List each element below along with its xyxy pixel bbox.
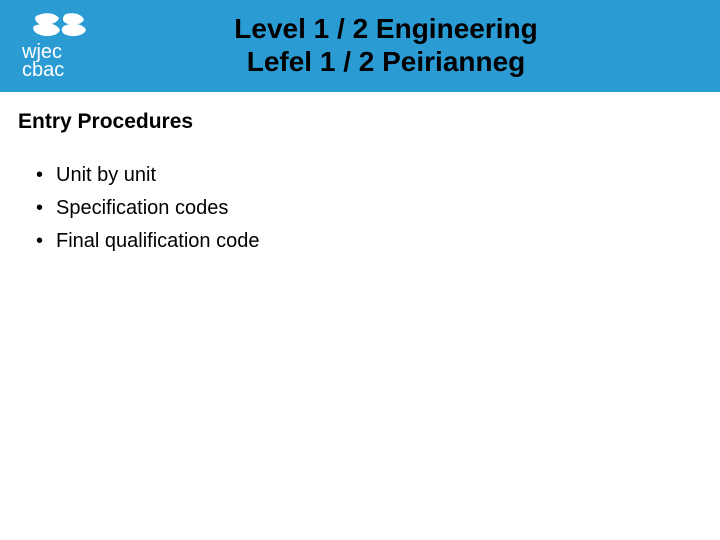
title-line-1: Level 1 / 2 Engineering bbox=[102, 12, 670, 45]
bullet-list: Unit by unit Specification codes Final q… bbox=[18, 162, 702, 255]
logo-svg: wjec cbac bbox=[14, 10, 92, 80]
logo-text-bottom: cbac bbox=[22, 59, 64, 80]
title-line-2: Lefel 1 / 2 Peirianneg bbox=[102, 45, 670, 78]
section-heading: Entry Procedures bbox=[18, 110, 702, 134]
slide: wjec cbac Level 1 / 2 Engineering Lefel … bbox=[0, 0, 720, 540]
header-bar: wjec cbac Level 1 / 2 Engineering Lefel … bbox=[0, 0, 720, 92]
wjec-cbac-logo: wjec cbac bbox=[14, 10, 92, 80]
list-item: Final qualification code bbox=[36, 228, 702, 255]
title-block: Level 1 / 2 Engineering Lefel 1 / 2 Peir… bbox=[102, 12, 710, 78]
list-item: Unit by unit bbox=[36, 162, 702, 189]
open-book-icon bbox=[33, 13, 86, 36]
content-area: Entry Procedures Unit by unit Specificat… bbox=[0, 92, 720, 255]
list-item: Specification codes bbox=[36, 195, 702, 222]
